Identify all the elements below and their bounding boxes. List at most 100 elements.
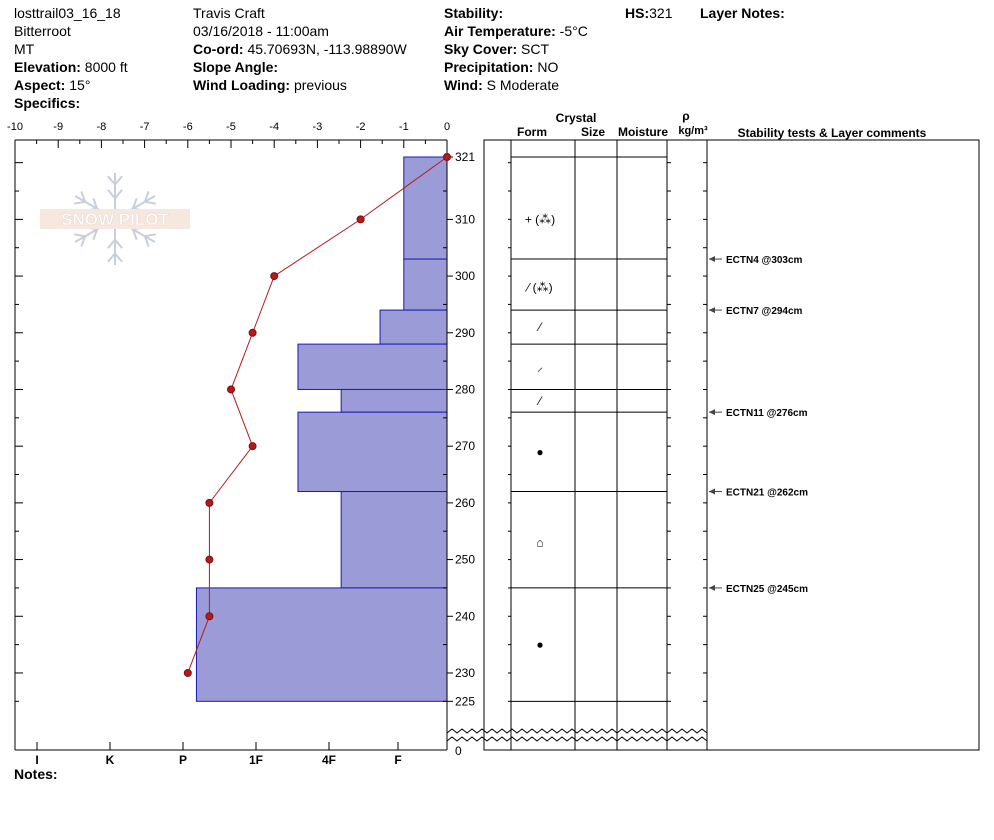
range-name: Bitterroot <box>14 23 71 39</box>
hardness-bar <box>340 491 448 589</box>
height-tick-label: 321 <box>455 150 475 164</box>
height-tick-label: 230 <box>455 666 475 680</box>
stability-test-arrowhead <box>709 307 715 314</box>
crystal-form-symbol: ⁄ <box>536 394 543 408</box>
hardness-scale-label: 1F <box>249 753 263 767</box>
wind-loading: Wind Loading: previous <box>193 77 347 93</box>
rho-header: ρ <box>682 109 689 123</box>
temp-tick-label: -2 <box>356 121 366 133</box>
temperature-point <box>356 215 365 224</box>
hardness-bar <box>340 388 448 413</box>
stability-test-arrowhead <box>709 488 715 495</box>
temp-tick-label: 0 <box>444 121 450 133</box>
snowflake-branch <box>144 233 156 238</box>
wind: Wind: S Moderate <box>444 77 560 93</box>
stability-comments-header: Stability tests & Layer comments <box>738 126 927 140</box>
axis-break-zigzag <box>446 736 708 742</box>
snowflake-branch <box>107 239 116 249</box>
sky-cover: Sky Cover: SCT <box>444 41 550 57</box>
snowflake-branch <box>131 197 138 209</box>
stability-test-arrowhead <box>709 584 715 591</box>
temperature-point <box>205 555 214 564</box>
size-header: Size <box>581 125 605 139</box>
stability-test-label: ECTN21 @262cm <box>726 488 808 499</box>
snowflake-branch <box>107 252 116 263</box>
hardness-bar <box>403 258 448 311</box>
station-name: losttrail03_16_18 <box>14 5 121 21</box>
moisture-header: Moisture <box>618 125 668 139</box>
temperature-line <box>187 156 448 674</box>
crystal-form-symbol: ⁄ <box>536 320 543 334</box>
temperature-point <box>443 153 451 161</box>
snowflake-branch <box>114 239 123 249</box>
snowflake-branch <box>80 191 87 203</box>
temperature-point <box>205 612 214 621</box>
stability-test-label: ECTN11 @276cm <box>726 408 808 419</box>
stability-test-label: ECTN25 @245cm <box>726 584 808 595</box>
temperature-point <box>227 385 235 394</box>
snowflake-branch <box>107 189 116 199</box>
height-tick-label: 290 <box>455 326 475 340</box>
crystal-form-symbol: ⸝ <box>537 360 543 374</box>
snowflake-branch <box>144 200 156 205</box>
aspect: Aspect: 15° <box>14 77 91 93</box>
height-tick-label: 310 <box>455 212 475 226</box>
hardness-bar <box>297 411 448 493</box>
hardness-scale-label: I <box>35 753 38 767</box>
temp-tick-label: -8 <box>97 121 107 133</box>
coordinates: Co-ord: 45.70693N, -113.98890W <box>193 41 407 57</box>
hardness-scale-label: 4F <box>322 753 336 767</box>
height-tick-label: 280 <box>455 382 475 396</box>
hardness-scale-label: F <box>394 753 401 767</box>
height-tick-label: 270 <box>455 439 475 453</box>
height-tick-label: 250 <box>455 553 475 567</box>
snowflake-branch <box>114 175 123 186</box>
stability: Stability: <box>444 5 504 21</box>
temp-tick-label: -10 <box>7 121 23 133</box>
temp-tick-label: -4 <box>269 121 279 133</box>
crystal-header: Crystal <box>556 111 597 125</box>
temp-tick-label: -9 <box>53 121 63 133</box>
notes-label: Notes: <box>14 766 58 782</box>
temperature-point <box>248 328 257 337</box>
crystal-form-symbol: + (⁂) <box>525 212 555 226</box>
temp-tick-label: -1 <box>399 121 409 133</box>
slope-angle: Slope Angle: <box>193 59 279 75</box>
snowflake-branch <box>74 233 86 238</box>
height-tick-label: 300 <box>455 269 475 283</box>
logo-text: SNOW PILOT <box>61 210 169 229</box>
snowflake-branch <box>107 175 116 186</box>
form-header: Form <box>517 125 547 139</box>
air-temperature: Air Temperature: -5°C <box>444 23 588 39</box>
axis-break-zigzag <box>446 728 708 734</box>
observer: Travis Craft <box>193 5 265 21</box>
temperature-point <box>270 272 279 281</box>
layer-panel-frame <box>483 139 980 751</box>
datetime: 03/16/2018 - 11:00am <box>193 23 329 39</box>
temp-tick-label: -7 <box>140 121 150 133</box>
precipitation: Precipitation: NO <box>444 59 559 75</box>
snowflake-branch <box>114 189 123 199</box>
hardness-bar <box>195 587 448 702</box>
hardness-bar <box>379 309 448 345</box>
temperature-point <box>183 668 192 677</box>
snowflake-branch <box>92 197 99 209</box>
snowflake-branch <box>74 200 86 205</box>
specifics: Specifics: <box>14 95 81 111</box>
temperature-point <box>205 498 214 507</box>
density-unit-header: kg/m³ <box>678 125 708 137</box>
crystal-form-symbol: ● <box>536 445 543 459</box>
hardness-bar <box>403 156 448 260</box>
stability-test-label: ECTN7 @294cm <box>726 306 803 317</box>
stability-test-label: ECTN4 @303cm <box>726 255 803 266</box>
hardness-bar <box>297 343 448 390</box>
snowflake-branch <box>114 252 123 263</box>
snow-height: HS:321 <box>625 5 673 21</box>
crystal-form-symbol: ⁄ (⁂) <box>524 280 552 294</box>
height-tick-label: 260 <box>455 496 475 510</box>
temperature-point <box>248 442 257 451</box>
temp-tick-label: -6 <box>183 121 193 133</box>
hardness-scale-label: K <box>106 753 115 767</box>
elevation: Elevation: 8000 ft <box>14 59 128 75</box>
